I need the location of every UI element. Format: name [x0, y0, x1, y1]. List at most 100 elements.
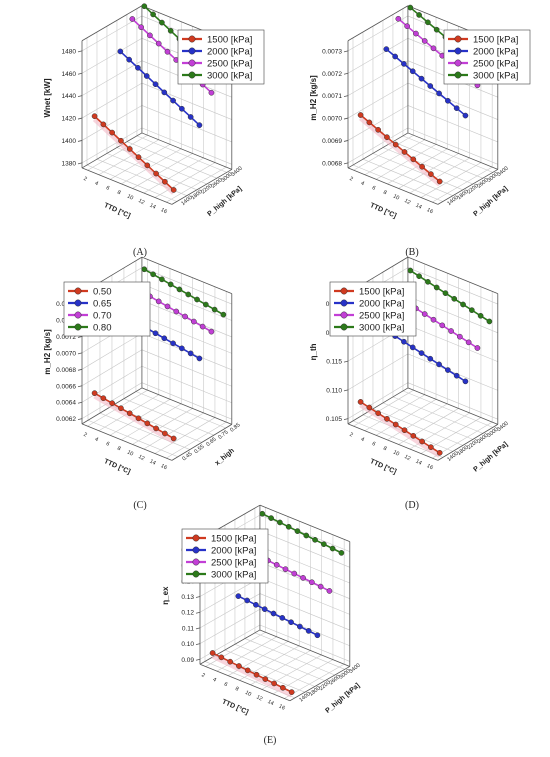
data-point — [236, 663, 242, 669]
data-point — [320, 541, 327, 548]
z-tick — [343, 95, 349, 98]
data-point — [279, 615, 286, 621]
data-point — [227, 658, 234, 665]
data-point — [395, 15, 402, 22]
data-point — [187, 350, 194, 357]
axis-edge — [347, 167, 439, 205]
data-point — [208, 89, 215, 96]
data-point — [211, 306, 218, 313]
z-tick — [343, 50, 349, 53]
data-point — [418, 350, 425, 356]
x-tick-label: 10 — [126, 449, 134, 457]
data-point — [220, 311, 227, 318]
grid-line — [87, 134, 148, 171]
z-tick-label: 0.09 — [181, 657, 194, 664]
series-line — [385, 48, 466, 117]
series-line — [237, 595, 318, 636]
grid-line — [166, 166, 227, 203]
chart-panel-b: 0.0068 0.0069 0.0070 0.0071 0.0072 0.0073 2468… — [309, 4, 531, 258]
x-axis-label: TTD [°C] — [103, 201, 132, 220]
data-point — [428, 444, 434, 451]
x-tick-label: 6 — [105, 441, 111, 448]
z-tick-label: 0.11 — [182, 625, 195, 632]
grid-line — [347, 15, 409, 52]
grid-line — [259, 593, 350, 631]
data-point — [326, 588, 333, 594]
grid-line — [353, 389, 414, 427]
series-line — [143, 268, 224, 316]
chart-panel-d: 0.1050.1100.1150.1200.125246810121416140… — [309, 256, 510, 511]
data-point — [416, 12, 422, 18]
data-point — [176, 286, 183, 293]
legend-marker — [74, 287, 82, 295]
grid-line — [347, 105, 409, 141]
z-tick — [77, 385, 83, 388]
data-point — [170, 435, 177, 442]
z-tick — [77, 352, 83, 355]
data-point — [164, 48, 171, 55]
data-point — [303, 532, 310, 539]
z-tick — [77, 117, 83, 120]
legend-entry: 2500 [kPa] — [359, 311, 404, 322]
x-axis-label: TTD [°C] — [369, 457, 398, 476]
grid-line — [81, 105, 143, 141]
z-tick-label: 0.10 — [181, 641, 194, 648]
data-point — [144, 162, 151, 169]
legend-marker — [192, 534, 200, 542]
data-point — [100, 121, 107, 128]
grid-line — [407, 267, 498, 305]
panel-label: (B) — [405, 247, 418, 258]
data-point — [442, 290, 449, 297]
data-point — [280, 684, 286, 691]
y-tick-label: 0.85 — [229, 422, 241, 433]
grid-line — [141, 382, 232, 420]
z-tick — [343, 360, 349, 363]
grid-line — [407, 127, 498, 165]
data-point — [285, 523, 292, 530]
data-point — [170, 187, 177, 193]
grid-line — [402, 390, 493, 428]
z-tick — [195, 658, 201, 661]
data-point — [268, 515, 274, 521]
z-tick-label: 0.0066 — [56, 383, 76, 390]
grid-line — [141, 365, 232, 403]
data-point — [401, 427, 408, 434]
grid-line — [141, 127, 232, 165]
data-point — [305, 628, 312, 634]
series-line — [360, 114, 441, 183]
grid-line — [364, 394, 425, 431]
data-point — [465, 339, 472, 346]
grid-line — [432, 166, 493, 203]
grid-line — [199, 609, 261, 644]
legend-marker — [340, 287, 348, 295]
z-axis-label: η_th — [309, 343, 318, 360]
grid-line — [259, 561, 350, 599]
x-tick-label: 6 — [371, 441, 377, 448]
z-tick — [77, 401, 83, 404]
z-tick — [195, 627, 201, 630]
legend-entry: 3000 [kPa] — [211, 570, 256, 581]
data-point — [392, 53, 398, 60]
grid-line — [141, 267, 232, 305]
z-tick — [343, 418, 349, 421]
legend-entry: 2000 [kPa] — [359, 299, 404, 310]
data-point — [244, 597, 250, 604]
data-point — [129, 16, 136, 22]
data-point — [118, 405, 124, 412]
z-axis-label: η_ex — [161, 586, 170, 605]
grid-line — [407, 82, 498, 120]
data-point — [118, 137, 124, 144]
legend-marker — [192, 558, 200, 566]
data-point — [159, 276, 165, 283]
grid-line — [407, 353, 498, 391]
y-axis-label: x_high — [214, 447, 236, 467]
data-point — [436, 178, 443, 185]
data-point — [143, 73, 150, 79]
x-tick-label: 16 — [426, 463, 434, 471]
grid-line — [81, 127, 143, 164]
series-shadow — [359, 402, 442, 458]
grid-line — [407, 296, 498, 334]
legend-entry: 1500 [kPa] — [359, 287, 404, 298]
x-tick-label: 8 — [116, 446, 122, 453]
data-point — [462, 378, 469, 385]
